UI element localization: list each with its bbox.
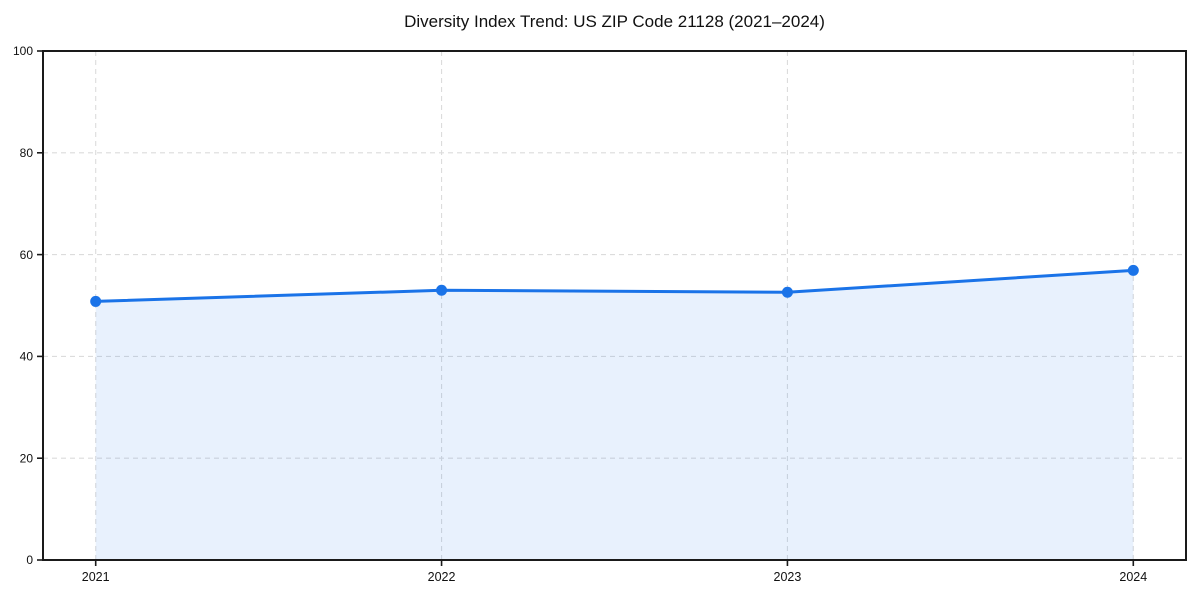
trend-line bbox=[94, 268, 1135, 303]
data-point-2022 bbox=[436, 284, 448, 296]
y-tick-label-100: 100 bbox=[13, 44, 33, 58]
data-point-2023 bbox=[781, 286, 793, 298]
y-tick-label-80: 80 bbox=[20, 146, 34, 160]
x-tick-label-2023: 2023 bbox=[774, 570, 802, 584]
y-tick-label-60: 60 bbox=[20, 248, 34, 262]
x-tick-label-2024: 2024 bbox=[1119, 570, 1147, 584]
y-tick-label-20: 20 bbox=[20, 451, 34, 465]
x-tick-label-2022: 2022 bbox=[428, 570, 456, 584]
area-fill bbox=[95, 270, 1134, 560]
data-point-2021 bbox=[90, 295, 102, 307]
data-point-2024 bbox=[1127, 264, 1139, 276]
y-tick-label-40: 40 bbox=[20, 350, 34, 364]
plot-frame bbox=[42, 50, 1187, 561]
x-tick-label-2021: 2021 bbox=[82, 570, 110, 584]
y-tick-label-0: 0 bbox=[26, 553, 33, 567]
chart-title: Diversity Index Trend: US ZIP Code 21128… bbox=[404, 12, 825, 31]
